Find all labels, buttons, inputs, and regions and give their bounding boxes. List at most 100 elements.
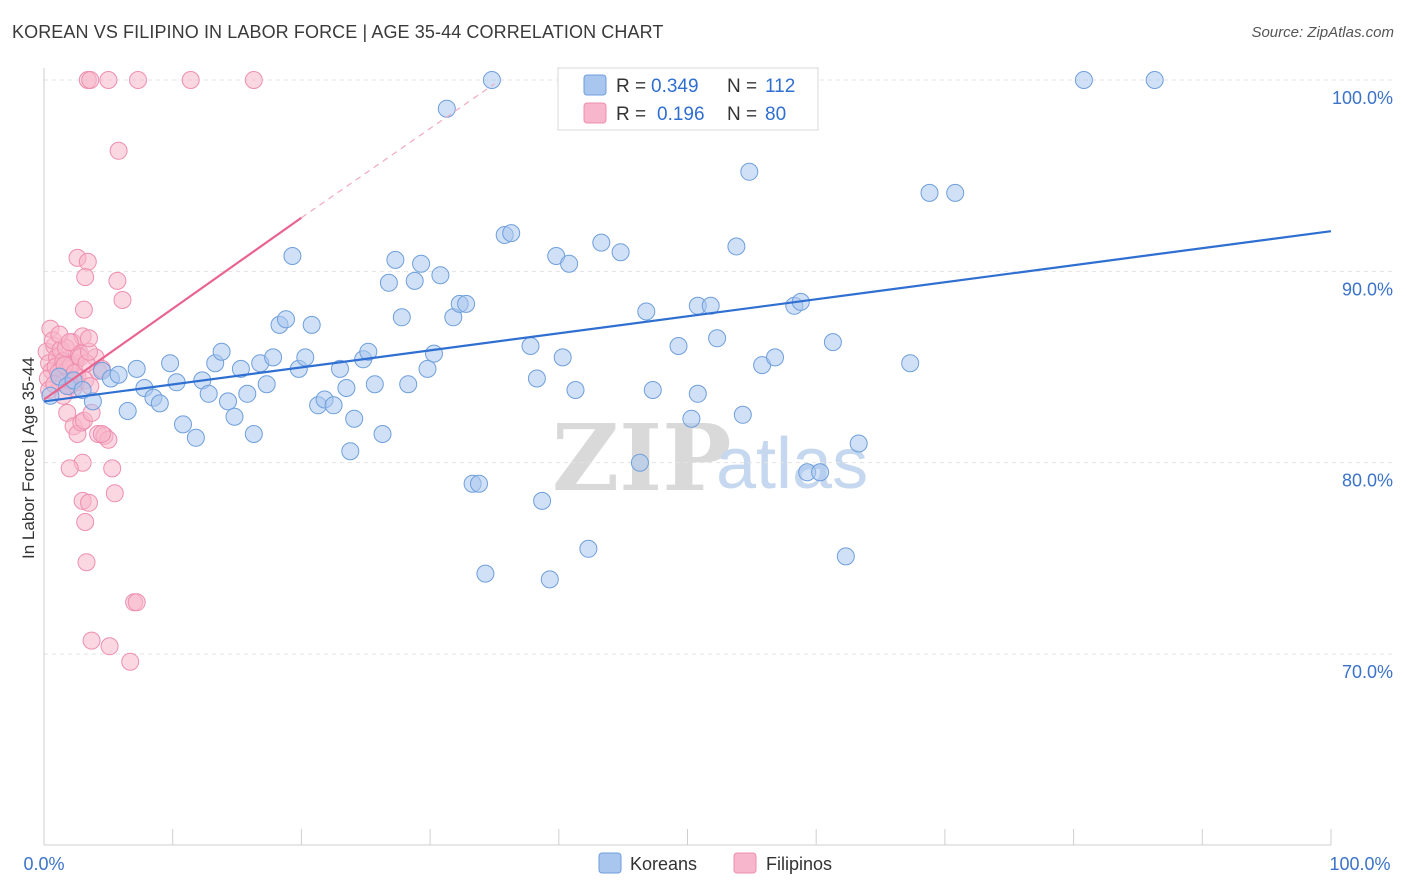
filipino-point-74 — [81, 71, 100, 89]
filipino-point-62 — [108, 271, 127, 290]
filipinos-n-value: 80 — [765, 104, 786, 125]
watermark-atlas: atlas — [716, 424, 868, 504]
korean-point-59 — [437, 99, 456, 118]
korean-point-62 — [476, 564, 495, 583]
y-axis-title: In Labor Force | Age 35-44 — [19, 357, 38, 559]
y-tick-label-80: 80.0% — [1342, 471, 1393, 491]
korean-point-23 — [225, 407, 244, 426]
koreans-n-value: 112 — [765, 76, 795, 97]
korean-point-8 — [109, 365, 128, 384]
korean-point-77 — [630, 453, 649, 472]
korean-point-45 — [365, 375, 384, 394]
korean-point-55 — [431, 266, 450, 285]
filipino-point-71 — [121, 652, 140, 671]
korean-point-44 — [359, 342, 378, 361]
trend-lines — [43, 83, 1332, 403]
korean-point-81 — [682, 409, 701, 428]
filipino-point-56 — [80, 493, 98, 512]
korean-point-40 — [337, 379, 356, 397]
korean-point-63 — [482, 71, 501, 89]
korean-point-79 — [643, 381, 662, 399]
filipino-point-64 — [74, 300, 93, 319]
korean-point-99 — [901, 354, 920, 373]
korean-point-95 — [811, 463, 830, 482]
korean-point-98 — [849, 434, 868, 453]
koreans-r-label: R = — [616, 76, 646, 97]
filipino-point-32 — [60, 333, 79, 352]
korean-point-88 — [740, 162, 759, 181]
filipino-point-58 — [105, 484, 124, 503]
korean-point-58 — [457, 294, 476, 313]
y-tick-label-100: 100.0% — [1332, 88, 1393, 108]
filipino-point-77 — [181, 71, 200, 89]
korean-point-86 — [727, 237, 746, 256]
korean-point-53 — [418, 359, 437, 378]
korean-point-25 — [238, 384, 257, 403]
korean-point-26 — [244, 425, 263, 443]
filipino-point-68 — [127, 593, 146, 612]
koreans-n-label: N = — [727, 76, 757, 97]
filipino-point-51 — [92, 425, 111, 443]
filipinos-r-label: R = — [616, 104, 646, 125]
korean-point-48 — [386, 250, 405, 269]
korean-point-85 — [708, 329, 727, 348]
korean-point-76 — [611, 243, 630, 262]
filipinos-legend-swatch — [583, 102, 607, 124]
korean-point-47 — [379, 273, 398, 292]
filipino-point-61 — [76, 268, 95, 287]
filipinos-n-label: N = — [727, 104, 757, 125]
korean-point-50 — [399, 375, 418, 394]
filipinos-trend-line — [43, 216, 303, 401]
korean-point-28 — [257, 375, 276, 394]
korean-point-9 — [118, 402, 137, 420]
filipino-point-57 — [103, 459, 122, 478]
koreans-trend-line — [43, 230, 1332, 403]
y-tick-label-90: 90.0% — [1342, 279, 1393, 299]
filipino-point-55 — [76, 513, 95, 531]
filipinos-r-value: 0.196 — [657, 104, 705, 125]
korean-point-39 — [331, 359, 349, 378]
y-tick-label-70: 70.0% — [1342, 662, 1393, 682]
bottom-legend: Koreans Filipinos — [598, 852, 832, 874]
filipinos-trend-extension — [301, 83, 495, 219]
korean-point-54 — [425, 344, 443, 363]
korean-point-13 — [150, 394, 169, 413]
korean-point-96 — [823, 333, 842, 352]
source-credit: Source: ZipAtlas.com — [1251, 24, 1394, 41]
korean-point-19 — [199, 384, 218, 403]
korean-point-14 — [161, 354, 180, 373]
korean-point-68 — [533, 491, 552, 510]
bottom-legend-koreans-label: Koreans — [630, 854, 697, 874]
korean-point-17 — [186, 428, 205, 447]
korean-point-21 — [212, 342, 231, 361]
koreans-legend-swatch — [583, 74, 607, 96]
korean-point-29 — [264, 348, 283, 367]
korean-point-83 — [688, 384, 707, 403]
stats-legend: R = 0.349 N = 112 R = 0.196 N = 80 — [557, 67, 819, 131]
korean-point-34 — [296, 348, 315, 367]
filipino-point-78 — [244, 71, 263, 89]
korean-point-74 — [579, 539, 598, 558]
filipino-point-66 — [77, 553, 96, 572]
y-axis-tick-labels: 70.0% 80.0% 90.0% 100.0% — [1332, 88, 1393, 682]
korean-point-101 — [946, 183, 965, 202]
bottom-legend-koreans-swatch — [598, 852, 622, 874]
korean-point-71 — [553, 348, 572, 367]
x-axis-ticks — [43, 829, 1332, 845]
filipino-point-72 — [109, 141, 128, 160]
filipino-point-63 — [113, 291, 132, 309]
korean-point-87 — [733, 405, 752, 424]
korean-point-41 — [345, 409, 364, 428]
korean-point-38 — [324, 396, 343, 415]
filipino-point-75 — [99, 71, 118, 89]
korean-point-42 — [341, 442, 360, 461]
filipino-point-69 — [82, 631, 101, 650]
korean-point-10 — [127, 359, 146, 378]
filipino-point-53 — [60, 459, 79, 478]
chart-title: KOREAN VS FILIPINO IN LABOR FORCE | AGE … — [12, 22, 664, 42]
korean-point-66 — [521, 337, 540, 355]
korean-point-31 — [277, 310, 295, 329]
korean-point-75 — [592, 233, 611, 252]
korean-point-67 — [527, 369, 546, 388]
